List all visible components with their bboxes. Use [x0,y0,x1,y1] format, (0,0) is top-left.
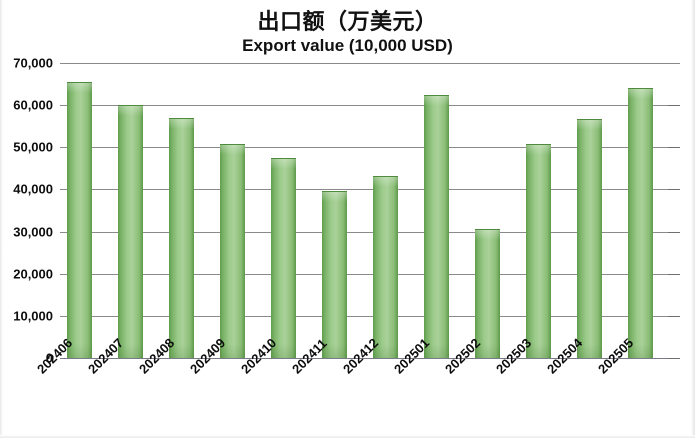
axis-baseline [60,358,680,359]
bar-202411[interactable] [322,190,347,359]
gridline-70000 [60,63,680,64]
bar-202505[interactable] [628,88,653,358]
bar-202410[interactable] [271,158,296,358]
gridline-40000 [60,189,680,191]
bar-202408[interactable] [169,118,194,358]
y-axis-label: 20,000 [13,266,53,282]
page-edge-left [0,0,3,438]
y-tick-mark [668,105,680,107]
bar-202406[interactable] [67,81,92,359]
bar-202504[interactable] [577,119,602,358]
gridline-10000 [60,315,680,317]
page-edge-right [691,0,695,438]
gridline-20000 [60,273,680,275]
y-axis-label: 60,000 [13,97,53,113]
y-axis-label: 70,000 [13,55,53,71]
bar-202412[interactable] [373,175,398,359]
bar-202407[interactable] [118,105,143,358]
y-axis-labels: 70,000 60,000 50,000 40,000 30,000 20,00… [0,56,53,366]
y-tick-mark [668,189,680,191]
gridline-60000 [60,105,680,107]
y-tick-mark [668,231,680,233]
bar-202502[interactable] [475,229,500,358]
y-axis-label: 50,000 [13,139,53,155]
y-axis-label: 40,000 [13,181,53,197]
chart-subtitle-english: Export value (10,000 USD) [242,36,453,55]
y-tick-mark [668,315,680,317]
y-tick-mark [668,147,680,149]
y-axis-label: 30,000 [13,224,53,240]
y-tick-mark [668,273,680,275]
bar-202409[interactable] [220,144,245,358]
gridline-50000 [60,147,680,149]
y-tick-mark [668,358,680,359]
y-axis-label: 10,000 [13,308,53,324]
chart-title-chinese: 出口额（万美元） [257,9,438,34]
bar-202503[interactable] [526,143,551,359]
page-edge-bottom [0,435,695,438]
y-axis-label: 0 [45,350,53,366]
plot-area [60,63,680,359]
bar-202501[interactable] [424,95,449,358]
gridline-30000 [60,231,680,233]
